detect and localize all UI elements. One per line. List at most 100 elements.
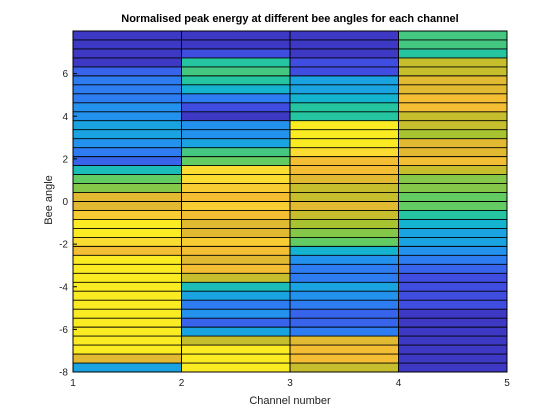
heatmap-cell [398, 183, 507, 193]
heatmap-cell [73, 309, 182, 319]
heatmap-cell [73, 228, 182, 238]
heatmap-cell [73, 165, 182, 175]
heatmap-cell [181, 111, 290, 122]
heatmap-cell [290, 264, 399, 274]
heatmap-cell [398, 282, 507, 292]
x-axis-label: Channel number [249, 395, 331, 407]
heatmap-cell [398, 75, 507, 86]
heatmap-cell [290, 282, 399, 292]
heatmap-cell [181, 201, 290, 211]
heatmap-cell [181, 282, 290, 292]
heatmap-cell [398, 300, 507, 310]
heatmap-cell [73, 291, 182, 301]
y-axis-ticks: -8 -6 -4 -2 0 2 4 6 [59, 69, 77, 379]
heatmap-cell [181, 156, 290, 166]
heatmap-cell [181, 219, 290, 229]
heatmap-cell [73, 264, 182, 274]
heatmap-cell [181, 318, 290, 328]
y-tick-label: 6 [62, 69, 68, 80]
heatmap-cell [181, 192, 290, 202]
heatmap-cell [181, 39, 290, 50]
heatmap-cell [73, 84, 182, 95]
heatmap-cell [73, 192, 182, 202]
heatmap-cell [73, 237, 182, 247]
heatmap-cell [290, 84, 399, 95]
heatmap-cell [181, 237, 290, 247]
heatmap-cell [181, 273, 290, 283]
heatmap-cell [181, 363, 290, 373]
heatmap-cells [73, 31, 507, 373]
heatmap-cell [290, 309, 399, 319]
heatmap-cell [290, 300, 399, 310]
heatmap-cell [181, 336, 290, 346]
heatmap-cell [398, 237, 507, 247]
heatmap-cell [181, 75, 290, 86]
heatmap-cell [290, 255, 399, 265]
heatmap-cell [398, 156, 507, 166]
heatmap-cell [181, 264, 290, 274]
heatmap-cell [290, 210, 399, 220]
heatmap-cell [290, 93, 399, 104]
heatmap-cell [181, 120, 290, 131]
heatmap-cell [73, 345, 182, 355]
heatmap-cell [73, 156, 182, 166]
heatmap-cell [398, 138, 507, 148]
heatmap-cell [398, 165, 507, 175]
heatmap-cell [398, 102, 507, 113]
y-tick-label: -6 [59, 325, 68, 336]
heatmap-cell [398, 273, 507, 283]
heatmap-cell [181, 345, 290, 355]
heatmap-cell [73, 39, 182, 50]
heatmap-cell [398, 201, 507, 211]
heatmap-cell [290, 291, 399, 301]
heatmap-cell [73, 354, 182, 364]
x-axis-ticks: 1 2 3 4 5 [70, 368, 510, 389]
heatmap-cell [73, 66, 182, 77]
y-tick-label: 0 [62, 197, 68, 208]
heatmap-cell [290, 327, 399, 337]
heatmap-cell [398, 255, 507, 265]
heatmap-cell [73, 120, 182, 131]
heatmap-cell [290, 219, 399, 229]
heatmap-cell [398, 93, 507, 104]
heatmap-cell [398, 309, 507, 319]
heatmap-cell [398, 84, 507, 95]
heatmap-cell [290, 129, 399, 139]
heatmap-cell [290, 165, 399, 175]
heatmap-cell [181, 228, 290, 238]
y-tick-label: 2 [62, 154, 68, 165]
heatmap-cell [181, 84, 290, 95]
heatmap-cell [181, 291, 290, 301]
heatmap-cell [73, 363, 182, 373]
heatmap-cell [73, 31, 182, 41]
heatmap-cell [73, 318, 182, 328]
heatmap-cell [398, 39, 507, 50]
heatmap-cell [290, 102, 399, 113]
heatmap-cell [398, 318, 507, 328]
heatmap-cell [398, 31, 507, 41]
y-tick-label: -8 [59, 368, 68, 379]
heatmap-cell [73, 138, 182, 148]
heatmap-cell [290, 363, 399, 373]
heatmap-cell [398, 291, 507, 301]
heatmap-cell [73, 336, 182, 346]
heatmap-cell [398, 354, 507, 364]
heatmap-cell [181, 309, 290, 319]
heatmap-cell [290, 336, 399, 346]
heatmap-cell [73, 255, 182, 265]
heatmap-cell [290, 246, 399, 256]
heatmap-cell [73, 201, 182, 211]
x-tick-label: 4 [396, 378, 402, 389]
heatmap-cell [290, 174, 399, 184]
heatmap-cell [181, 327, 290, 337]
column-grid-lines [181, 31, 399, 372]
heatmap-cell [290, 156, 399, 166]
heatmap-cell [398, 327, 507, 337]
heatmap-cell [398, 192, 507, 202]
heatmap-cell [73, 210, 182, 220]
heatmap-cell [398, 264, 507, 274]
heatmap-cell [181, 255, 290, 265]
heatmap-cell [181, 138, 290, 148]
heatmap-cell [73, 300, 182, 310]
heatmap-cell [398, 174, 507, 184]
